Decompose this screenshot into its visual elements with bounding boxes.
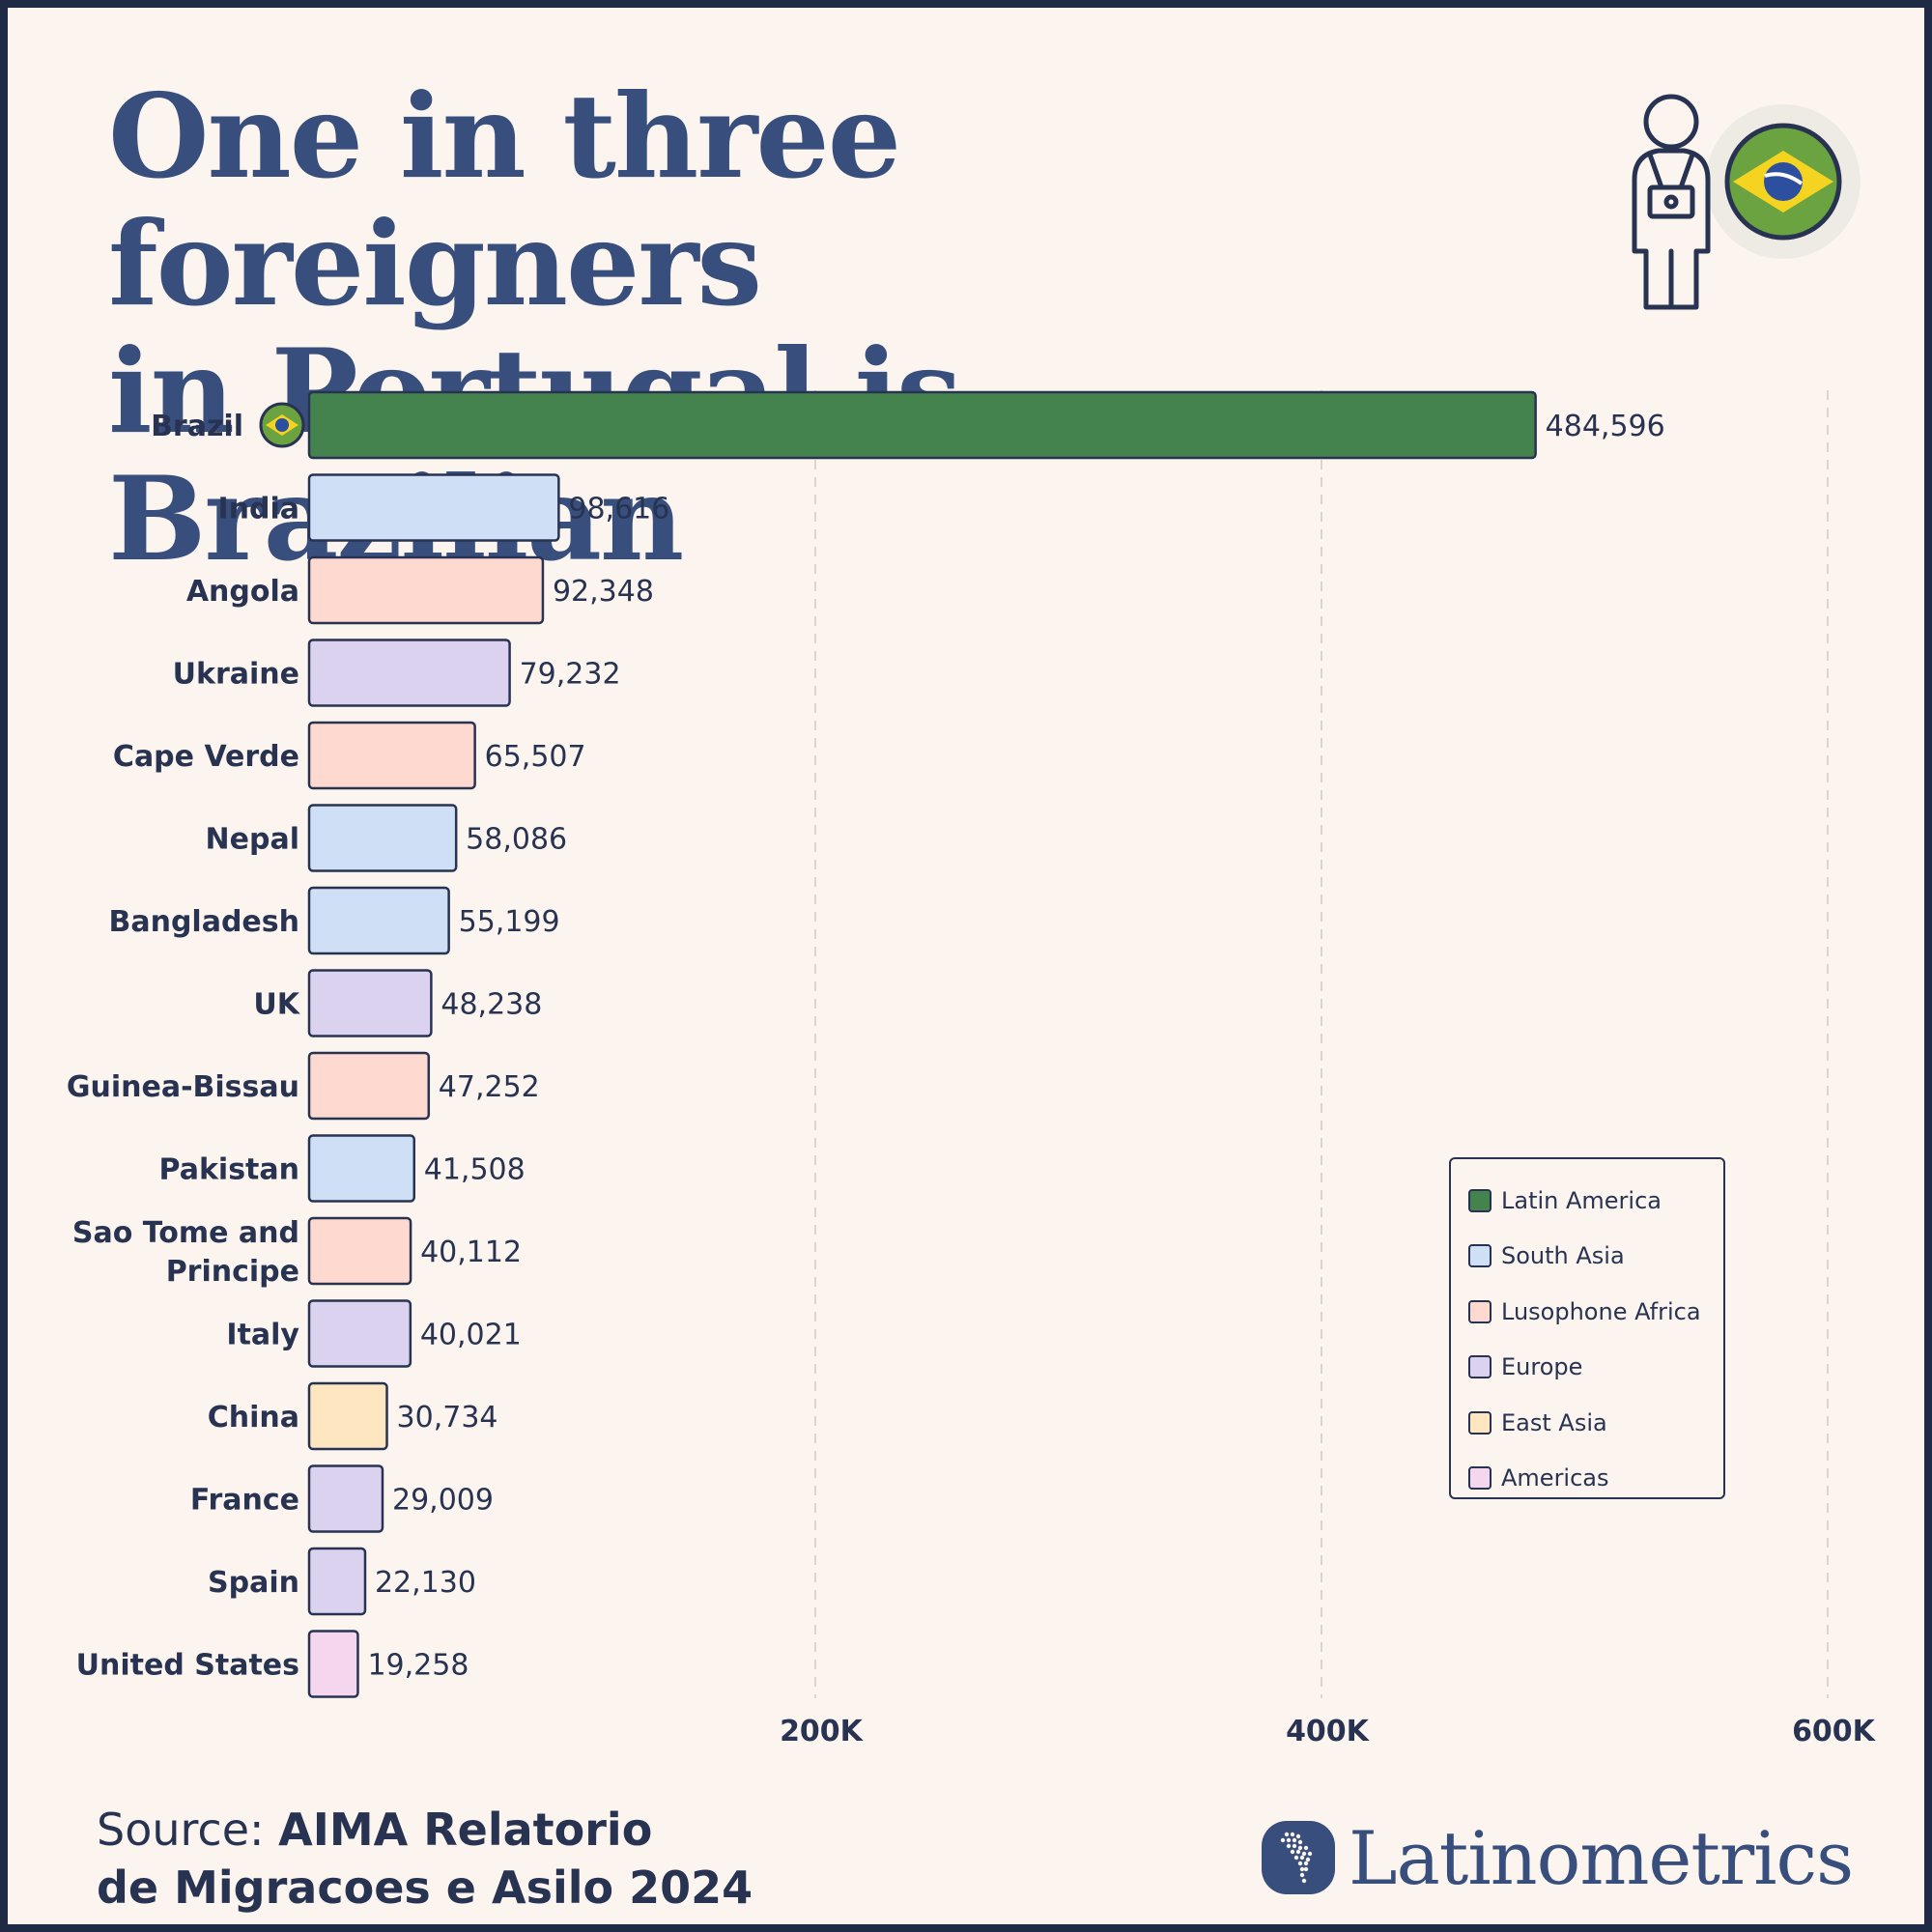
legend-swatch <box>1468 1355 1492 1379</box>
title-line-1: One in three foreigners <box>108 69 901 332</box>
legend-item: East Asia <box>1468 1395 1706 1451</box>
bar <box>307 721 476 790</box>
x-tick-label: 200K <box>780 1715 865 1748</box>
bar-chart: 200K 400K 600K 484,596 Brazil 98,616 India 92,3… <box>67 390 1877 1748</box>
bar <box>307 390 1537 460</box>
value-label: 40,021 <box>420 1319 522 1352</box>
bar <box>307 473 560 542</box>
legend-item: Latin America <box>1468 1173 1706 1229</box>
category-label: India <box>217 493 299 526</box>
category-label: France <box>190 1484 299 1518</box>
value-label: 65,507 <box>485 740 586 774</box>
x-tick-label: 400K <box>1286 1715 1371 1748</box>
chart-legend: Latin America South Asia Lusophone Africa E… <box>1449 1157 1725 1499</box>
value-label: 30,734 <box>397 1401 498 1435</box>
bar <box>307 1299 412 1368</box>
value-label: 47,252 <box>439 1070 540 1104</box>
category-label: United States <box>76 1649 299 1683</box>
legend-label: Latin America <box>1501 1186 1662 1214</box>
source-line-2: de Migracoes e Asilo 2024 <box>97 1861 753 1914</box>
legend-item: Americas <box>1468 1451 1706 1507</box>
value-label: 98,616 <box>568 493 669 526</box>
infographic-canvas: One in three foreigners in Portugal is B… <box>8 8 1924 1924</box>
legend-item: Europe <box>1468 1340 1706 1396</box>
legend-label: Europe <box>1501 1353 1583 1381</box>
category-label: Nepal <box>206 823 299 857</box>
category-label: Pakistan <box>159 1153 299 1187</box>
category-label: Bangladesh <box>108 905 299 939</box>
source-title-part-1: AIMA Relatorio <box>278 1804 653 1856</box>
category-label: Spain <box>208 1566 299 1600</box>
legend-label: South Asia <box>1501 1242 1625 1270</box>
bar <box>307 555 545 625</box>
latin-america-map-icon <box>1262 1821 1335 1894</box>
bar <box>307 886 450 955</box>
bar <box>307 1051 431 1121</box>
legend-label: Americas <box>1501 1464 1609 1492</box>
bar <box>307 1630 359 1698</box>
source-note: Source: AIMA Relatorio de Migracoes e As… <box>97 1801 869 1917</box>
value-label: 79,232 <box>520 658 621 692</box>
value-label: 19,258 <box>367 1649 469 1683</box>
bar <box>307 1464 384 1533</box>
traveler-with-brazil-flag-icon <box>1632 94 1861 310</box>
legend-label: East Asia <box>1501 1408 1607 1436</box>
category-label: Sao Tome and <box>72 1216 299 1250</box>
category-label: Principe <box>166 1255 299 1289</box>
bar <box>307 969 433 1037</box>
value-label: 40,112 <box>420 1236 522 1269</box>
category-label: Italy <box>226 1319 299 1352</box>
value-label: 92,348 <box>553 575 654 609</box>
bar <box>307 1381 388 1451</box>
brand-logo: Latinometrics <box>1262 1814 1854 1901</box>
legend-swatch <box>1468 1188 1492 1212</box>
x-tick-label: 600K <box>1792 1715 1877 1748</box>
category-label: China <box>208 1401 299 1435</box>
legend-label: Lusophone Africa <box>1501 1297 1701 1325</box>
brazil-flag-icon <box>259 402 305 448</box>
value-label: 41,508 <box>424 1153 526 1187</box>
source-line-1: Source: AIMA Relatorio <box>97 1801 869 1859</box>
category-label: UK <box>253 988 300 1022</box>
brand-name: Latinometrics <box>1349 1814 1854 1901</box>
value-label: 29,009 <box>392 1484 494 1518</box>
bar <box>307 1134 416 1203</box>
value-label: 55,199 <box>459 905 560 939</box>
category-label: Ukraine <box>173 658 299 692</box>
category-label: Brazil <box>151 410 243 443</box>
category-label: Cape Verde <box>113 740 299 774</box>
legend-swatch <box>1468 1466 1492 1491</box>
bar <box>307 639 511 707</box>
legend-swatch <box>1468 1410 1492 1435</box>
category-label: Guinea-Bissau <box>67 1070 299 1104</box>
legend-item: Lusophone Africa <box>1468 1284 1706 1340</box>
value-label: 58,086 <box>466 823 567 857</box>
legend-item: South Asia <box>1468 1229 1706 1285</box>
bar <box>307 1216 412 1286</box>
category-label: Angola <box>186 575 299 609</box>
source-prefix: Source: <box>97 1804 279 1856</box>
value-label: 484,596 <box>1546 410 1665 443</box>
legend-swatch <box>1468 1244 1492 1268</box>
bar <box>307 1547 367 1616</box>
legend-swatch <box>1468 1299 1492 1323</box>
bar <box>307 804 458 872</box>
value-label: 22,130 <box>375 1566 476 1600</box>
value-label: 48,238 <box>440 988 542 1022</box>
